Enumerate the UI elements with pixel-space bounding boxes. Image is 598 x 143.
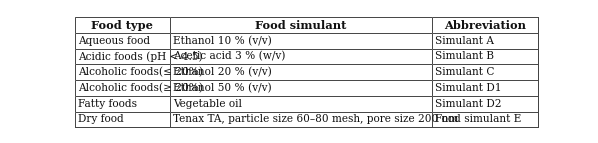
Bar <box>432 64 538 80</box>
Text: Simulant B: Simulant B <box>435 51 495 61</box>
Text: Alcoholic foods(≥ 20%): Alcoholic foods(≥ 20%) <box>78 83 203 93</box>
Bar <box>170 80 432 96</box>
Bar <box>170 112 432 127</box>
Bar <box>170 33 432 49</box>
Bar <box>432 80 538 96</box>
Text: Acidic foods (pH < 4.5): Acidic foods (pH < 4.5) <box>78 51 203 62</box>
Text: Food type: Food type <box>91 20 153 30</box>
Bar <box>75 17 170 33</box>
Text: Ethanol 20 % (v/v): Ethanol 20 % (v/v) <box>173 67 272 77</box>
Bar <box>170 96 432 112</box>
Bar <box>170 112 432 127</box>
Text: Ethanol 10 % (v/v): Ethanol 10 % (v/v) <box>173 36 272 46</box>
Text: Simulant D2: Simulant D2 <box>435 99 502 109</box>
Text: Vegetable oil: Vegetable oil <box>173 99 242 109</box>
Bar <box>75 64 170 80</box>
Bar <box>432 96 538 112</box>
Bar <box>170 64 432 80</box>
Text: Abbreviation: Abbreviation <box>444 20 526 30</box>
Text: Dry food: Dry food <box>78 114 124 124</box>
Text: Ethanol 50 % (v/v): Ethanol 50 % (v/v) <box>173 83 272 93</box>
Bar <box>75 80 170 96</box>
Text: Simulant C: Simulant C <box>435 67 495 77</box>
Text: Simulant A: Simulant A <box>435 36 495 46</box>
Bar <box>75 49 170 64</box>
Bar <box>170 49 432 64</box>
Text: Aqueous food: Aqueous food <box>78 36 151 46</box>
Bar <box>75 33 170 49</box>
Bar <box>75 112 170 127</box>
Bar <box>432 33 538 49</box>
Bar <box>170 96 432 112</box>
Bar <box>75 49 170 64</box>
Bar <box>432 112 538 127</box>
Bar <box>170 17 432 33</box>
Text: Tenax TA, particle size 60–80 mesh, pore size 200 nm: Tenax TA, particle size 60–80 mesh, pore… <box>173 114 459 124</box>
Bar <box>432 96 538 112</box>
Bar <box>170 80 432 96</box>
Text: Fatty foods: Fatty foods <box>78 99 138 109</box>
Bar <box>170 17 432 33</box>
Bar <box>170 64 432 80</box>
Bar <box>432 49 538 64</box>
Bar <box>170 33 432 49</box>
Bar <box>432 17 538 33</box>
Bar <box>432 49 538 64</box>
Bar <box>75 17 170 33</box>
Bar <box>170 49 432 64</box>
Bar <box>432 64 538 80</box>
Text: Food simulant: Food simulant <box>255 20 346 30</box>
Bar <box>75 33 170 49</box>
Text: Alcoholic foods(≤ 20%): Alcoholic foods(≤ 20%) <box>78 67 203 77</box>
Text: Simulant D1: Simulant D1 <box>435 83 502 93</box>
Bar <box>75 96 170 112</box>
Bar <box>432 33 538 49</box>
Bar <box>75 96 170 112</box>
Bar <box>75 64 170 80</box>
Bar <box>432 80 538 96</box>
Bar <box>432 112 538 127</box>
Text: Acetic acid 3 % (w/v): Acetic acid 3 % (w/v) <box>173 51 286 62</box>
Text: Food simulant E: Food simulant E <box>435 114 521 124</box>
Bar <box>432 17 538 33</box>
Bar <box>75 80 170 96</box>
Bar <box>75 112 170 127</box>
